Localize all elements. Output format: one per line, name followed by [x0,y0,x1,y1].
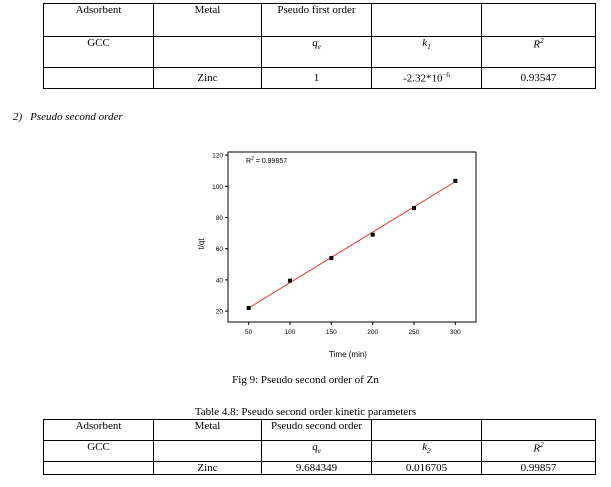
data-cell: Zinc [153,67,262,89]
y-tick-label: 80 [216,215,224,222]
fit-line [248,181,456,309]
data-point [370,232,375,237]
param-subscript: 2 [427,447,431,456]
param-symbol: R [533,442,541,455]
table-row: Zinc 1 -2.32*10−6 0.93547 [43,67,596,89]
x-axis: 50 100 150 200 250 300 [245,322,461,336]
param-cell: GCC [43,440,154,462]
param-subscript: e [317,447,321,456]
y-axis: 20 40 60 80 100 120 [212,153,228,316]
header-cell: Adsorbent [43,419,154,441]
y-tick-label: 40 [216,277,224,284]
y-axis-label: t/qt [197,238,206,250]
header-cell [481,419,596,441]
y-tick-label: 20 [216,309,224,316]
section-title: Pseudo second order [30,111,123,123]
header-cell: Adsorbent [43,3,154,37]
data-cell: -2.32*10−6 [371,67,482,89]
data-cell: 0.016705 [371,461,482,475]
pseudo-second-order-table: Adsorbent Metal Pseudo second order GCC … [43,419,596,475]
table-row: Zinc 9.684349 0.016705 0.99857 [43,461,596,475]
header-cell: Pseudo second order [261,419,372,441]
r2-annotation: R2 = 0.99857 [246,156,287,165]
header-cell [371,419,482,441]
k-value: -2.32*10 [403,72,443,85]
param-cell: k1 [371,36,482,68]
x-tick-label: 250 [409,329,420,336]
param-symbol: k [422,37,428,49]
pseudo-second-order-chart: 20 40 60 80 100 120 50 100 150 200 250 300 R2 = 0.… [197,151,477,359]
param-symbol: q [312,37,318,49]
x-tick-label: 50 [245,329,253,336]
data-cell: 0.99857 [481,461,596,475]
section-number: 2) [13,111,23,123]
param-cell: GCC [43,36,154,68]
r2-symbol: R [246,158,251,165]
data-point [453,178,458,183]
y-tick-label: 100 [212,184,223,191]
param-symbol: q [312,441,318,453]
plot-frame [227,151,477,323]
x-tick-label: 100 [285,329,296,336]
table-caption: Table 4.8: Pseudo second order kinetic p… [194,406,417,418]
header-cell [371,3,482,37]
y-tick-label: 60 [216,246,224,253]
data-point [288,278,292,283]
data-cell: Zinc [153,461,262,475]
param-cell [153,440,262,462]
param-cell: qe [261,440,372,462]
data-cell: 9.684349 [261,461,372,475]
header-cell: Metal [153,3,262,37]
x-tick-label: 150 [326,329,337,336]
param-cell: R2 [481,440,596,462]
table-header-row: Adsorbent Metal Pseudo first order [43,3,596,37]
param-superscript: 2 [540,37,544,45]
x-tick-label: 200 [367,329,378,336]
param-subscript: e [317,43,321,52]
param-superscript: 2 [540,441,544,449]
data-points [246,178,458,310]
figure-caption: Fig 9: Pseudo second order of Zn [232,374,379,386]
k-exponent: −6 [442,71,450,80]
r2-superscript: 2 [251,156,254,162]
param-subscript: 1 [427,43,431,52]
param-cell: k2 [371,440,482,462]
table-param-row: GCC qe k2 R2 [43,440,596,462]
header-cell: Metal [153,419,262,441]
section-heading: 2) Pseudo second order [13,111,123,123]
r2-value: = 0.99857 [254,158,287,165]
data-point [329,256,334,261]
data-cell [43,461,154,475]
param-symbol: k [422,441,428,453]
pseudo-first-order-table: Adsorbent Metal Pseudo first order GCC q… [43,3,596,89]
data-cell: 0.93547 [481,67,596,89]
y-tick-label: 120 [212,153,223,160]
param-symbol: R [533,38,541,51]
x-tick-label: 300 [450,329,461,336]
table-header-row: Adsorbent Metal Pseudo second order [43,419,596,441]
data-point [412,206,416,211]
data-point [246,305,251,310]
x-axis-label: Time (min) [329,350,367,359]
